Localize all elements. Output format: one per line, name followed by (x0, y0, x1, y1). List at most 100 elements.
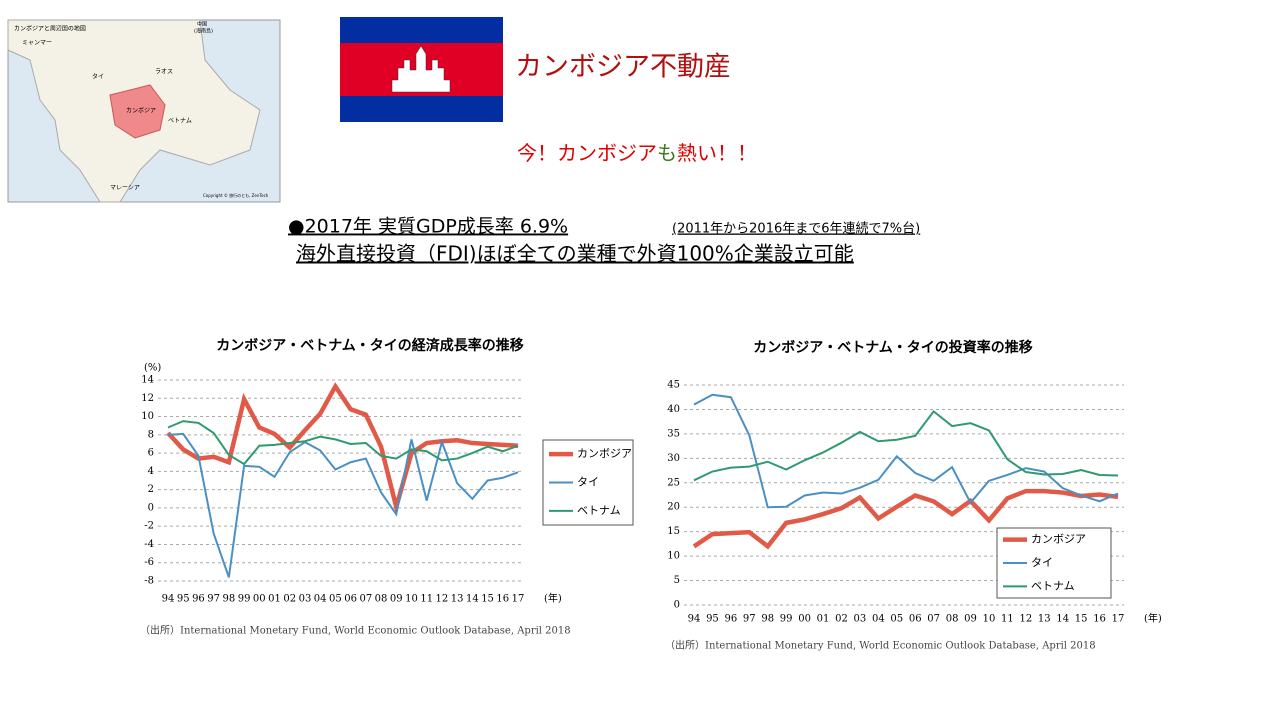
x-axis-label: (年) (544, 592, 562, 605)
y-tick-label: 35 (667, 428, 680, 439)
map-label: ラオス (155, 69, 173, 76)
series-line (167, 432, 519, 578)
y-tick-label: 8 (148, 429, 154, 440)
x-tick-label: 11 (420, 594, 433, 605)
y-tick-label: -4 (144, 539, 154, 550)
map-label: (海南島) (194, 28, 213, 35)
x-tick-label: 96 (192, 594, 205, 605)
flag-temple (391, 45, 451, 93)
x-axis-label: (年) (1144, 612, 1162, 625)
map-label: マレーシア (110, 185, 140, 192)
y-tick-label: 10 (141, 411, 154, 422)
y-tick-label: 5 (674, 575, 680, 586)
x-tick-label: 13 (451, 594, 464, 605)
map-label: ミャンマー (22, 40, 52, 47)
y-tick-label: 45 (667, 380, 680, 391)
x-tick-label: 96 (725, 614, 738, 625)
x-tick-label: 06 (909, 614, 922, 625)
x-tick-label: 05 (329, 594, 342, 605)
series-line (166, 382, 519, 516)
y-tick-label: 14 (141, 375, 154, 386)
x-tick-label: 98 (761, 614, 774, 625)
y-tick-label: 20 (667, 502, 680, 513)
map-label: 中国 (197, 21, 207, 28)
x-tick-label: 09 (390, 594, 403, 605)
y-tick-label: 30 (667, 453, 680, 464)
highlight: ●2017年 実質GDP成長率 6.9% (288, 216, 568, 238)
y-tick-label: 15 (667, 526, 680, 537)
x-tick-label: 08 (946, 614, 959, 625)
x-tick-label: 02 (283, 594, 296, 605)
series-line (692, 488, 1119, 550)
x-tick-label: 10 (405, 594, 418, 605)
x-tick-label: 99 (780, 614, 793, 625)
x-tick-label: 97 (743, 614, 756, 625)
map-label: カンボジア (126, 107, 156, 115)
x-tick-label: 12 (436, 594, 449, 605)
x-tick-label: 14 (466, 594, 479, 605)
y-tick-label: 40 (667, 404, 680, 415)
x-tick-label: 01 (268, 594, 281, 605)
x-tick-label: 05 (890, 614, 903, 625)
chart-title: カンボジア・ベトナム・タイの経済成長率の推移 (216, 337, 524, 354)
x-tick-label: 00 (798, 614, 811, 625)
x-tick-label: 07 (927, 614, 940, 625)
x-tick-label: 16 (496, 594, 509, 605)
y-tick-label: 25 (667, 477, 680, 488)
y-tick-label: -2 (144, 521, 154, 532)
x-tick-label: 03 (299, 594, 312, 605)
map: カンボジアと周辺国の地図 ミャンマー タイ ラオス 中国 (海南島) カンボジア… (7, 19, 281, 203)
x-tick-label: 06 (344, 594, 357, 605)
x-tick-label: 10 (983, 614, 996, 625)
chart-source: （出所）International Monetary Fund, World E… (140, 624, 571, 637)
x-tick-label: 14 (1056, 614, 1069, 625)
y-tick-label: 0 (148, 502, 154, 513)
highlight: 海外直接投資（FDI)ほぼ全ての業種で外資100%企業設立可能 (296, 242, 854, 266)
x-tick-label: 16 (1093, 614, 1106, 625)
series-line (167, 420, 519, 466)
x-tick-label: 04 (314, 594, 327, 605)
y-tick-label: 10 (667, 551, 680, 562)
legend-label: タイ (577, 476, 599, 489)
y-axis-label: (%) (144, 363, 161, 374)
map-label: ベトナム (168, 118, 192, 125)
legend-label: カンボジア (577, 447, 632, 460)
y-tick-label: 2 (148, 484, 154, 495)
x-tick-label: 17 (512, 594, 525, 605)
highlight-note: (2011年から2016年まで6年連続で7%台) (672, 222, 920, 237)
x-tick-label: 04 (872, 614, 885, 625)
x-tick-label: 00 (253, 594, 266, 605)
header-title: カンボジア不動産 (515, 52, 731, 83)
y-tick-label: -6 (144, 557, 154, 568)
map-cambodia (109, 84, 166, 139)
x-tick-label: 07 (359, 594, 372, 605)
slogan: 今！カンボジアも熱い！！ (517, 141, 757, 165)
legend-label: カンボジア (1031, 533, 1086, 546)
legend-label: ベトナム (1031, 579, 1075, 592)
x-tick-label: 15 (1075, 614, 1088, 625)
x-tick-label: 01 (817, 614, 830, 625)
map-title: カンボジアと周辺国の地図 (14, 25, 86, 33)
x-tick-label: 13 (1038, 614, 1051, 625)
x-tick-label: 99 (238, 594, 251, 605)
x-tick-label: 08 (375, 594, 388, 605)
y-tick-label: -8 (144, 576, 154, 587)
slogan-part: 熱い！！ (677, 141, 757, 165)
legend-label: ベトナム (577, 504, 621, 517)
flag (340, 17, 503, 122)
y-tick-label: 4 (148, 466, 154, 477)
slogan-part: 今！カンボジア (517, 141, 657, 165)
map-copyright: Copyright © 旅行のとも, ZenTech (203, 192, 269, 198)
x-tick-label: 98 (223, 594, 236, 605)
x-tick-label: 95 (706, 614, 719, 625)
chart-title: カンボジア・ベトナム・タイの投資率の推移 (753, 339, 1033, 356)
x-tick-label: 11 (1001, 614, 1014, 625)
y-tick-label: 0 (674, 600, 680, 611)
y-tick-label: 12 (141, 393, 154, 404)
series-line (693, 409, 1119, 482)
map-label: タイ (92, 73, 104, 81)
x-tick-label: 03 (854, 614, 867, 625)
x-tick-label: 12 (1019, 614, 1032, 625)
